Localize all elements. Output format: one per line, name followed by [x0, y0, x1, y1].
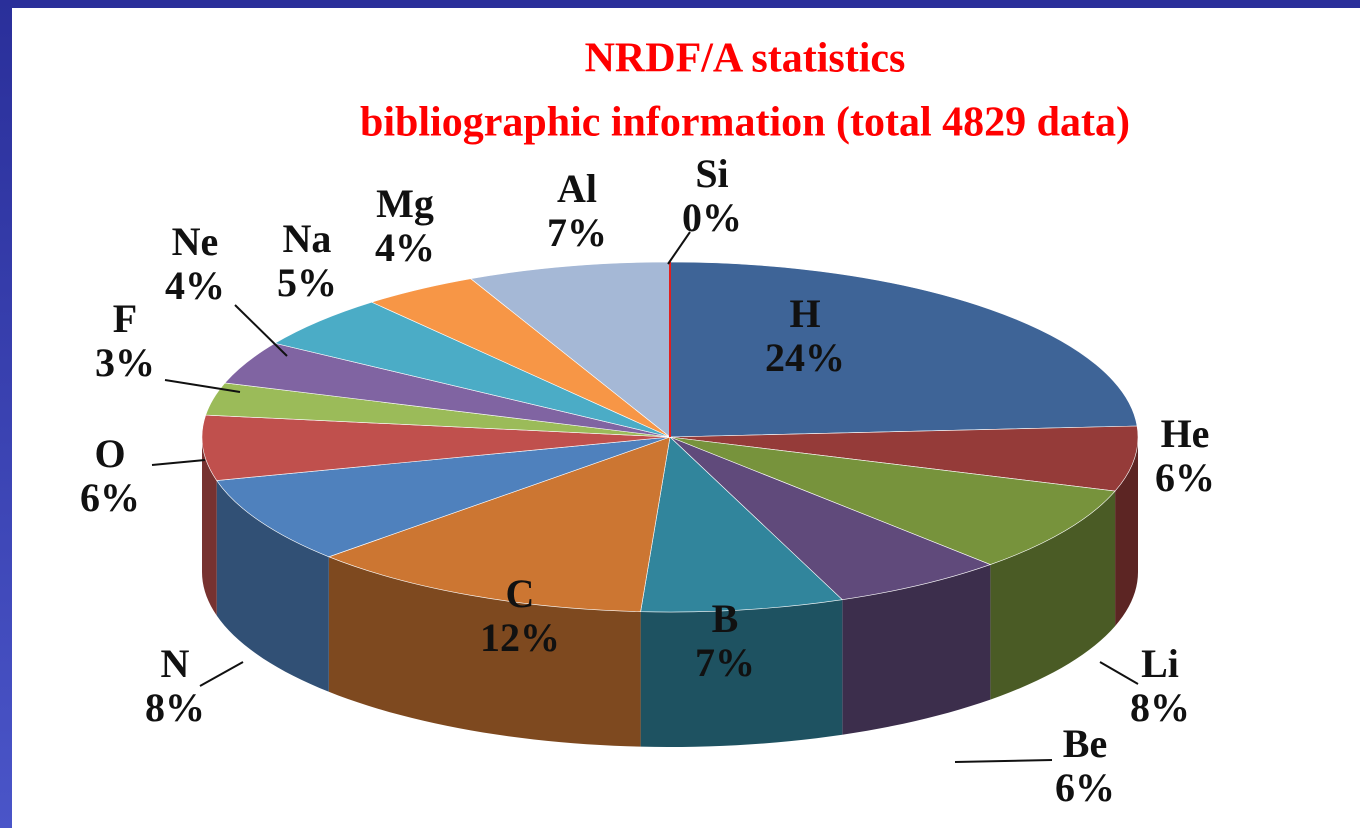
category-label: O	[94, 431, 125, 476]
category-label: He	[1161, 411, 1210, 456]
value-label: 4%	[165, 263, 225, 308]
category-label: H	[789, 291, 820, 336]
category-label: Li	[1141, 641, 1179, 686]
value-label: 3%	[95, 340, 155, 385]
value-label: 5%	[277, 260, 337, 305]
category-label: B	[712, 596, 739, 641]
category-label: Na	[283, 216, 332, 261]
category-label: Be	[1063, 721, 1107, 766]
value-label: 6%	[80, 475, 140, 520]
pie-slice	[216, 436, 671, 558]
pie-slice	[274, 301, 671, 438]
pie-side	[216, 480, 329, 692]
value-label: 7%	[695, 640, 755, 685]
pie-slice	[470, 261, 671, 438]
category-label: Al	[557, 166, 597, 211]
pie-side	[990, 491, 1116, 700]
category-label: F	[113, 296, 137, 341]
leader-line	[164, 379, 241, 393]
leader-line	[199, 661, 244, 687]
leader-line	[667, 231, 691, 265]
value-label: 8%	[145, 685, 205, 730]
value-label: 7%	[547, 210, 607, 255]
category-label: Mg	[376, 181, 434, 226]
pie-slice	[327, 436, 671, 612]
value-label: 24%	[765, 335, 845, 380]
pie	[201, 261, 1139, 747]
leader-line	[1099, 661, 1139, 685]
pie-side	[842, 564, 991, 735]
value-label: 12%	[480, 615, 560, 660]
category-label: N	[161, 641, 190, 686]
value-label: 8%	[1130, 685, 1190, 730]
leader-line	[954, 759, 1053, 763]
pie-slice	[669, 425, 1139, 492]
chart-title: NRDF/A statistics	[585, 36, 906, 82]
pie-slice	[201, 414, 671, 481]
value-label: 6%	[1055, 765, 1115, 810]
category-label: C	[506, 571, 535, 616]
category-label: Ne	[172, 219, 219, 264]
pie-slice	[669, 261, 1138, 438]
labels: H24%He6%Li8%Be6%B7%C12%N8%O6%F3%Ne4%Na5%…	[80, 151, 1215, 810]
pie-side	[202, 437, 217, 616]
value-label: 4%	[375, 225, 435, 270]
pie-slice	[669, 436, 1116, 565]
chart-subtitle: bibliographic information (total 4829 da…	[360, 100, 1130, 146]
pie-side	[640, 599, 843, 747]
pie-slice	[640, 436, 843, 613]
leader-line	[234, 304, 288, 357]
value-label: 0%	[682, 195, 742, 240]
leader-line	[151, 459, 206, 466]
category-label: Si	[695, 151, 728, 196]
pie-slice	[669, 436, 992, 601]
pie-side	[328, 556, 641, 747]
value-label: 6%	[1155, 455, 1215, 500]
